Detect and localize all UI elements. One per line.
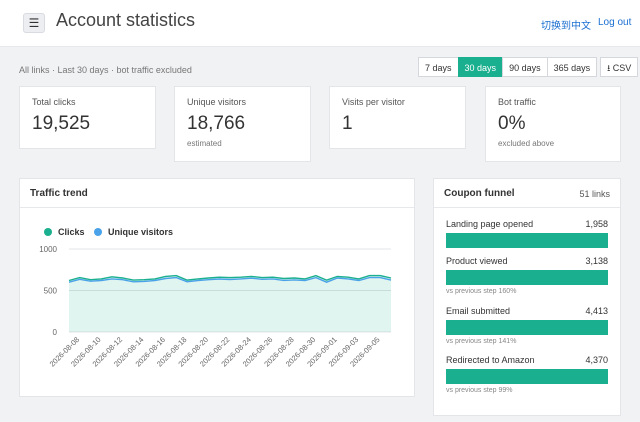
y-tick-label: 1000	[39, 245, 57, 254]
range-7-days-button[interactable]: 7 days	[418, 57, 459, 77]
funnel-step-label: Product viewed	[446, 256, 508, 266]
stat-value: 19,525	[32, 113, 91, 134]
funnel-step-label: Redirected to Amazon	[446, 355, 535, 365]
stat-sub: excluded above	[498, 139, 555, 148]
stat-label: Bot traffic	[498, 97, 536, 107]
filter-summary: All links · Last 30 days · bot traffic e…	[19, 65, 192, 75]
panel-title: Coupon funnel	[444, 188, 515, 199]
y-tick-label: 500	[44, 287, 58, 296]
funnel-step-label: Landing page opened	[446, 219, 534, 229]
link-count: 51 links	[579, 189, 610, 199]
page-title: Account statistics	[56, 10, 196, 30]
hamburger-icon[interactable]: ☰	[23, 13, 45, 33]
funnel-step-value: 3,138	[585, 256, 608, 266]
top-bar: ☰ Account statistics 切换到中文 Log out	[0, 0, 640, 47]
legend-swatch	[44, 228, 52, 236]
funnel-step-bar	[446, 233, 608, 248]
legend-label: Unique visitors	[108, 227, 174, 237]
stat-label: Total clicks	[32, 97, 76, 107]
range-365-days-button[interactable]: 365 days	[546, 57, 598, 77]
stat-card-total-clicks: Total clicks 19,525	[19, 86, 156, 149]
stat-label: Visits per visitor	[342, 97, 405, 107]
y-tick-label: 0	[53, 328, 58, 337]
funnel-step-note: vs previous step 160%	[446, 288, 517, 295]
traffic-trend-panel: Traffic trend	[19, 178, 415, 397]
funnel-step-value: 1,958	[585, 219, 608, 229]
funnel-step-note: vs previous step 141%	[446, 338, 517, 345]
legend-clicks[interactable]: Clicks	[44, 227, 85, 237]
funnel-step-bar	[446, 270, 608, 285]
funnel-step-value: 4,413	[585, 306, 608, 316]
date-range-selector: 7 days 30 days 90 days 365 days ⭳ CSV	[418, 57, 639, 77]
range-30-days-button[interactable]: 30 days	[457, 57, 504, 77]
funnel-step-value: 4,370	[585, 355, 608, 365]
series-area-clicks	[69, 275, 391, 332]
legend-swatch	[94, 228, 102, 236]
csv-export-button[interactable]: ⭳ CSV	[600, 57, 639, 77]
download-icon: ⭳	[607, 63, 611, 73]
divider	[434, 207, 620, 208]
stat-value: 18,766	[187, 113, 246, 134]
stat-value: 1	[342, 113, 353, 134]
legend-label: Clicks	[58, 227, 85, 237]
series-line-clicks	[68, 274, 392, 282]
coupon-funnel-panel: Coupon funnel 51 links Landing page open…	[433, 178, 621, 416]
legend-unique-visitors[interactable]: Unique visitors	[94, 227, 173, 237]
series-line-unique-visitors	[68, 276, 392, 283]
traffic-trend-chart: 050010002026-08-082026-08-102026-08-1220…	[39, 245, 392, 369]
range-90-days-button[interactable]: 90 days	[502, 57, 548, 77]
funnel-step-bar	[446, 320, 608, 335]
logout-link[interactable]: Log out	[598, 17, 632, 28]
funnel-step-note: vs previous step 99%	[446, 387, 513, 394]
stat-card-bot-traffic: Bot traffic 0% excluded above	[485, 86, 621, 162]
panel-title: Traffic trend	[30, 188, 88, 199]
stat-card-visits-per-visitor: Visits per visitor 1	[329, 86, 466, 149]
language-switch-link[interactable]: 切换到中文	[541, 21, 591, 32]
divider	[20, 207, 414, 208]
stat-value: 0%	[498, 113, 526, 134]
funnel-step-label: Email submitted	[446, 306, 511, 316]
csv-label: CSV	[612, 63, 632, 73]
stat-sub: estimated	[187, 139, 222, 148]
stat-label: Unique visitors	[187, 97, 247, 107]
funnel-step-bar	[446, 369, 608, 384]
stat-card-unique-visitors: Unique visitors 18,766 estimated	[174, 86, 311, 162]
